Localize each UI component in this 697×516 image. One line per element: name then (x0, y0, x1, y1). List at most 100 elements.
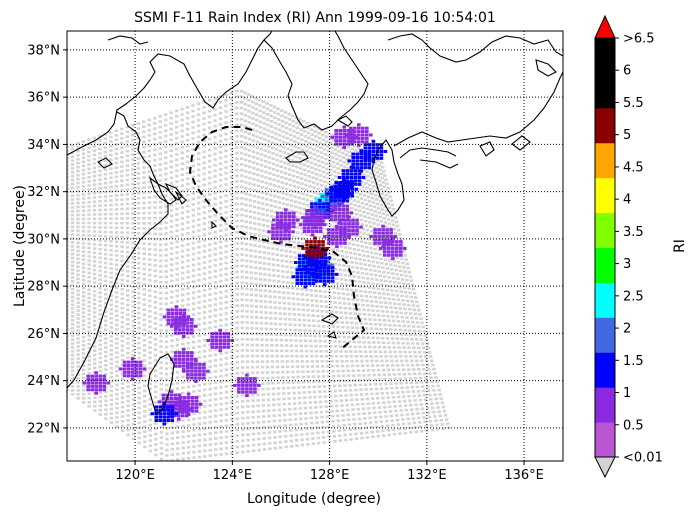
swath-point (367, 237, 371, 241)
swath-point (394, 332, 399, 336)
swath-point (196, 118, 201, 122)
swath-point (252, 194, 256, 198)
swath-point (235, 394, 239, 398)
swath-point (269, 333, 274, 336)
swath-point (159, 345, 163, 348)
swath-point (218, 139, 223, 143)
swath-point (397, 427, 401, 431)
swath-point (131, 202, 135, 205)
swath-point (104, 324, 108, 327)
swath-point (332, 138, 336, 142)
swath-point (373, 383, 378, 386)
swath-point (142, 227, 146, 230)
swath-point (137, 286, 141, 290)
swath-point (272, 184, 277, 187)
swath-point (247, 132, 251, 135)
swath-point (381, 314, 386, 318)
swath-point (197, 157, 201, 161)
swath-point (109, 226, 113, 229)
swath-point (175, 300, 179, 303)
swath-point (120, 207, 124, 211)
swath-point (260, 338, 264, 341)
swath-point (285, 131, 289, 135)
swath-point (422, 394, 427, 397)
swath-point (148, 315, 152, 318)
swath-point (292, 179, 296, 183)
swath-point (92, 238, 97, 242)
swath-point (273, 121, 277, 125)
swath-point (120, 311, 124, 315)
swath-point (355, 239, 359, 243)
swath-point (235, 185, 239, 189)
swath-point (342, 423, 346, 427)
swath-point (126, 313, 130, 316)
swath-point (196, 141, 201, 144)
swath-point (219, 408, 223, 411)
rain-cell (353, 172, 358, 176)
swath-point (383, 410, 387, 414)
swath-point (208, 415, 212, 419)
swath-point (98, 317, 102, 321)
swath-point (70, 167, 75, 170)
swath-point (372, 222, 376, 225)
swath-point (322, 441, 326, 444)
rain-cell (337, 176, 342, 179)
swath-point (258, 256, 262, 259)
swath-point (76, 249, 80, 253)
swath-point (245, 371, 250, 375)
swath-point (401, 418, 405, 421)
swath-point (350, 403, 355, 407)
swath-point (284, 126, 289, 130)
swath-point (67, 179, 69, 183)
swath-point (401, 341, 405, 345)
swath-point (114, 217, 119, 220)
swath-point (281, 280, 285, 284)
swath-point (186, 138, 190, 142)
swath-point (120, 349, 125, 352)
swath-point (297, 201, 302, 205)
swath-point (197, 196, 201, 199)
swath-point (70, 361, 75, 365)
swath-point (208, 209, 212, 213)
swath-point (279, 344, 284, 347)
swath-point (181, 392, 185, 395)
swath-point (278, 322, 283, 326)
swath-point (186, 276, 190, 279)
swath-point (180, 124, 184, 127)
swath-point (401, 390, 405, 394)
swath-point (158, 179, 163, 182)
swath-point (196, 124, 201, 128)
swath-point (196, 107, 201, 111)
swath-point (240, 304, 244, 307)
swath-point (131, 270, 135, 274)
swath-point (185, 106, 190, 109)
swath-point (308, 334, 312, 338)
swath-point (300, 354, 304, 358)
swath-point (420, 342, 425, 345)
swath-point (218, 95, 223, 98)
swath-point (403, 377, 408, 380)
rain-cell (330, 263, 334, 267)
swath-point (109, 149, 113, 152)
rain-cell (326, 279, 331, 283)
swath-point (385, 213, 390, 217)
swath-point (342, 379, 347, 382)
swath-point (131, 388, 136, 392)
swath-point (245, 360, 250, 363)
swath-point (349, 350, 353, 353)
swath-point (293, 334, 298, 337)
swath-point (164, 372, 169, 376)
swath-point (331, 183, 335, 186)
swath-point (214, 437, 218, 440)
swath-point (311, 442, 315, 446)
swath-point (137, 386, 141, 390)
swath-point (142, 283, 146, 286)
swath-point (103, 204, 108, 207)
swath-point (281, 130, 285, 133)
swath-point (126, 385, 130, 388)
swath-point (269, 104, 273, 107)
swath-point (104, 364, 108, 367)
swath-point (371, 169, 376, 172)
swath-point (251, 421, 255, 425)
